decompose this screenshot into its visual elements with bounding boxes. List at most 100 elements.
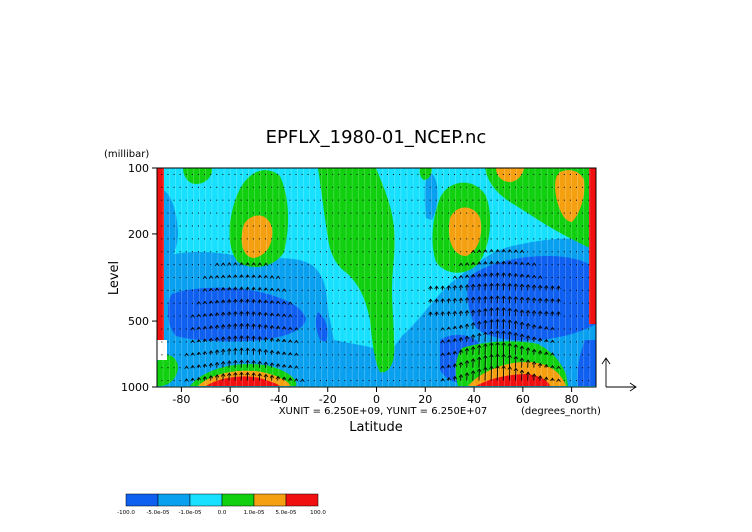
vector-dot <box>575 225 577 227</box>
vector-dot <box>399 186 401 188</box>
vector-arrowhead <box>257 336 262 340</box>
vector-arrowhead <box>507 307 512 312</box>
vector-dot <box>222 173 224 175</box>
vector-dot <box>356 212 358 214</box>
vector-arrowhead <box>446 326 451 330</box>
vector-dot <box>393 380 395 382</box>
vector-dot <box>216 173 218 175</box>
vector-dot <box>374 302 376 304</box>
vector-arrowhead <box>208 300 214 304</box>
vector-dot <box>405 380 407 382</box>
vector-arrowhead <box>495 307 500 311</box>
vector-arrowhead <box>525 371 531 375</box>
x-tick-label: -20 <box>319 393 337 406</box>
y-axis-label: Level <box>107 261 122 295</box>
vector-dot <box>380 380 382 382</box>
vector-dot <box>277 251 279 253</box>
vector-dot <box>161 289 163 291</box>
vector-dot <box>319 302 321 304</box>
vector-arrowhead <box>208 337 214 342</box>
vector-dot <box>545 238 547 240</box>
vector-arrowhead <box>227 262 232 266</box>
vector-dot <box>557 264 559 266</box>
vector-dot <box>545 199 547 201</box>
vector-dot <box>496 238 498 240</box>
vector-dot <box>307 264 309 266</box>
plot-area <box>157 168 596 387</box>
vector-dot <box>405 212 407 214</box>
vector-dot <box>350 251 352 253</box>
vector-arrowhead <box>233 359 238 364</box>
vector-arrowhead <box>501 282 506 287</box>
x-tick-label: -80 <box>172 393 190 406</box>
vector-arrowhead <box>257 372 262 377</box>
vector-arrowhead <box>196 326 201 330</box>
vector-arrowhead <box>184 365 189 370</box>
vector-arrowhead <box>196 364 201 368</box>
vector-arrowhead <box>513 308 519 313</box>
vector-dot <box>344 302 346 304</box>
vector-dot <box>557 199 559 201</box>
vector-arrowhead <box>239 286 244 290</box>
vector-dot <box>575 289 577 291</box>
vector-dot <box>277 173 279 175</box>
vector-dot <box>265 186 267 188</box>
vector-arrowhead <box>227 286 232 291</box>
vector-dot <box>386 212 388 214</box>
vector-dot <box>380 238 382 240</box>
vector-dot <box>307 238 309 240</box>
vector-dot <box>441 186 443 188</box>
vector-dot <box>582 354 584 356</box>
vector-arrowhead <box>507 260 512 265</box>
vector-arrowhead <box>233 262 238 266</box>
vector-dot <box>179 225 181 227</box>
vector-arrowhead <box>513 320 519 324</box>
vector-arrowhead <box>513 249 519 253</box>
vector-dot <box>405 341 407 343</box>
colorbar-label: -1.0e-05 <box>178 510 202 516</box>
vector-arrowhead <box>233 298 238 303</box>
vector-arrowhead <box>477 273 482 277</box>
vector-dot <box>301 315 303 317</box>
colorbar-swatch <box>253 493 287 507</box>
vector-dot <box>319 380 321 382</box>
vector-dot <box>338 367 340 369</box>
vector-arrowhead <box>519 309 525 313</box>
vector-dot <box>405 264 407 266</box>
vector-arrowhead <box>519 321 525 326</box>
vector-dot <box>478 212 480 214</box>
vector-dot <box>222 186 224 188</box>
vector-dot <box>490 212 492 214</box>
x-tick-label: -40 <box>270 393 288 406</box>
vector-arrowhead <box>464 323 470 327</box>
vector-arrowhead <box>208 362 214 367</box>
vector-dot <box>173 186 175 188</box>
vector-dot <box>374 289 376 291</box>
vector-dot <box>368 328 370 330</box>
vector-arrowhead <box>550 364 555 369</box>
vector-arrowhead <box>245 298 250 303</box>
x-tick-label: 60 <box>516 393 530 406</box>
vector-dot <box>368 225 370 227</box>
vector-dot <box>582 328 584 330</box>
vector-dot <box>271 264 273 266</box>
vector-arrowhead <box>446 377 451 381</box>
vector-dot <box>301 302 303 304</box>
vector-dot <box>386 341 388 343</box>
vector-arrowhead <box>544 376 549 381</box>
vector-dot <box>246 238 248 240</box>
vector-arrowhead <box>470 309 476 314</box>
vector-dot <box>435 251 437 253</box>
vector-dot <box>210 264 212 266</box>
vector-dot <box>295 186 297 188</box>
vector-dot <box>417 264 419 266</box>
vector-dot <box>417 367 419 369</box>
vector-dot <box>588 380 590 382</box>
vector-dot <box>197 173 199 175</box>
vector-dot <box>447 199 449 201</box>
ep-flux-vectors <box>161 173 590 383</box>
vector-arrowhead <box>525 262 531 266</box>
vector-dot <box>167 173 169 175</box>
vector-dot <box>289 277 291 278</box>
vector-dot <box>466 186 468 188</box>
